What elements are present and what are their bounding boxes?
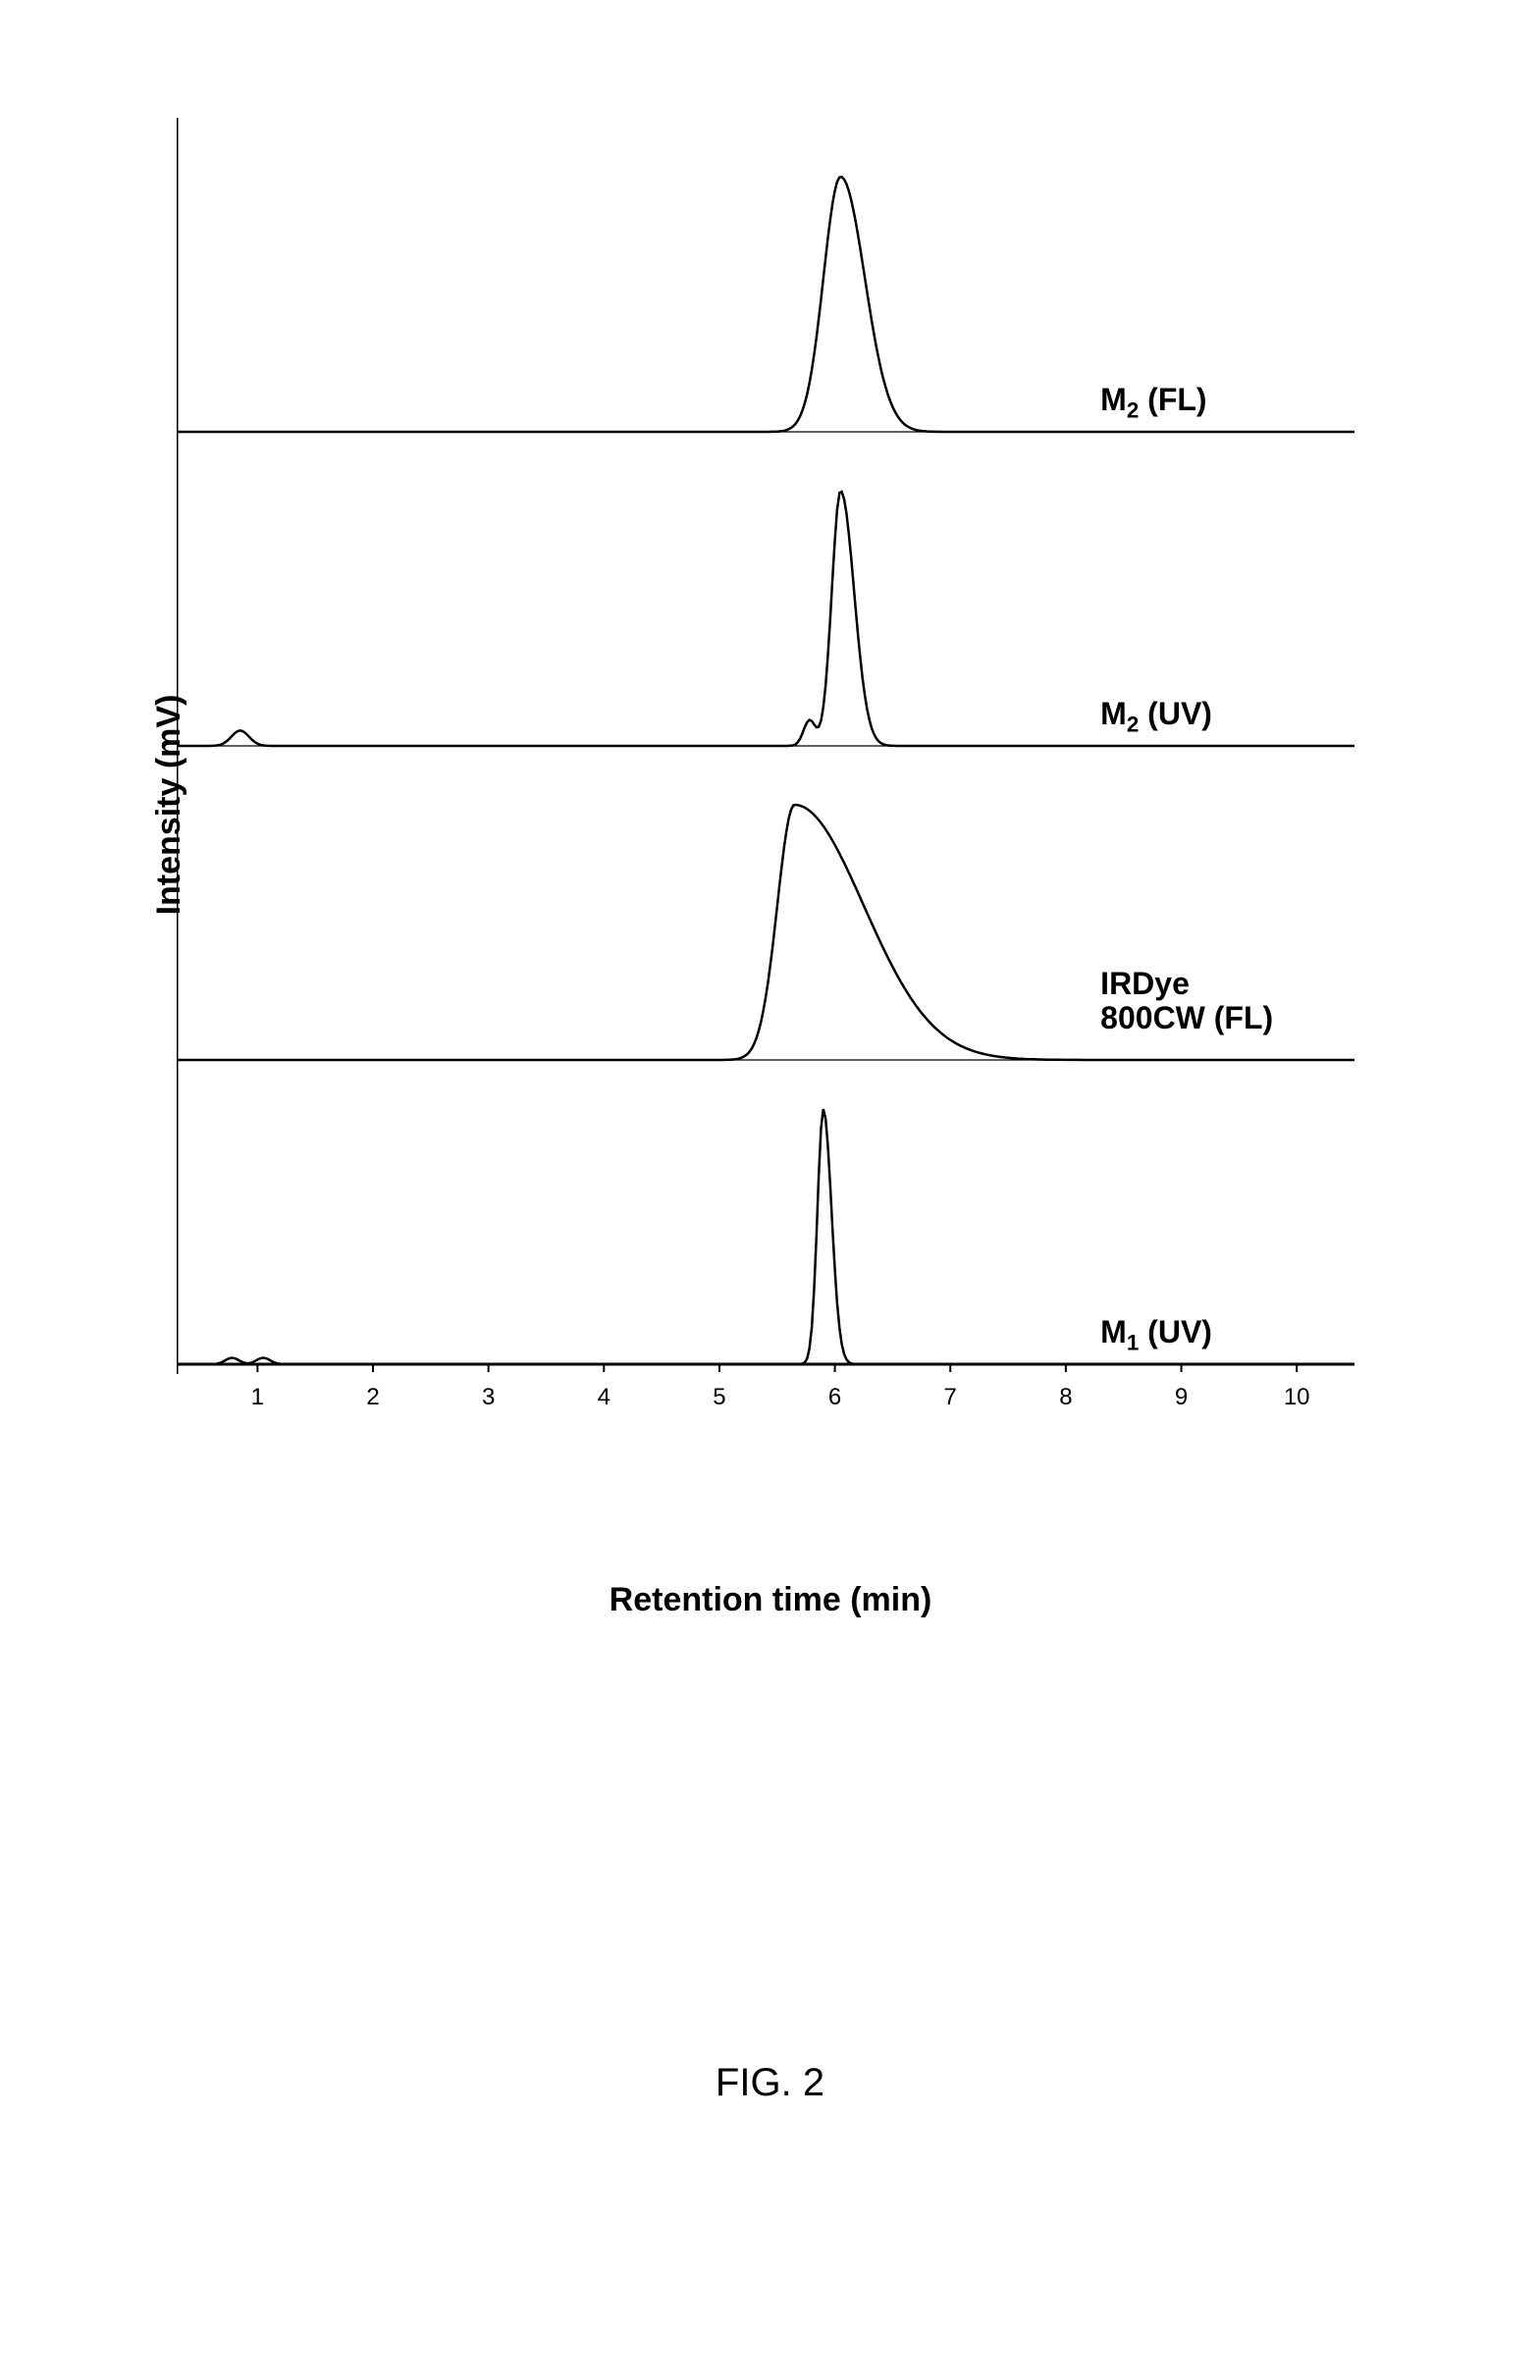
chart-area: Intensity (mV) 12345678910 Retention tim…	[118, 118, 1423, 1492]
x-tick-label: 8	[1059, 1384, 1072, 1411]
x-tick-label: 7	[944, 1384, 957, 1411]
x-tick-label: 5	[713, 1384, 725, 1411]
x-tick-label: 10	[1284, 1384, 1310, 1411]
x-tick-label: 1	[251, 1384, 264, 1411]
trace-label: IRDye800CW (FL)	[1100, 967, 1273, 1035]
x-tick-label: 2	[366, 1384, 379, 1411]
x-tick-label: 6	[828, 1384, 841, 1411]
x-tick-label: 3	[482, 1384, 495, 1411]
figure-container: Intensity (mV) 12345678910 Retention tim…	[118, 118, 1423, 1492]
x-axis-label: Retention time (min)	[610, 1581, 932, 1619]
trace-label: M1 (UV)	[1100, 1315, 1212, 1355]
x-tick-label: 4	[598, 1384, 611, 1411]
figure-caption: FIG. 2	[716, 2061, 824, 2105]
x-tick-labels: 1 2 3 4 5 6 7 8 9 10	[177, 1384, 1354, 1413]
trace-label: M2 (UV)	[1100, 697, 1212, 737]
x-tick-label: 9	[1175, 1384, 1188, 1411]
chromatogram-plot	[177, 118, 1354, 1374]
trace-label: M2 (FL)	[1100, 383, 1206, 423]
